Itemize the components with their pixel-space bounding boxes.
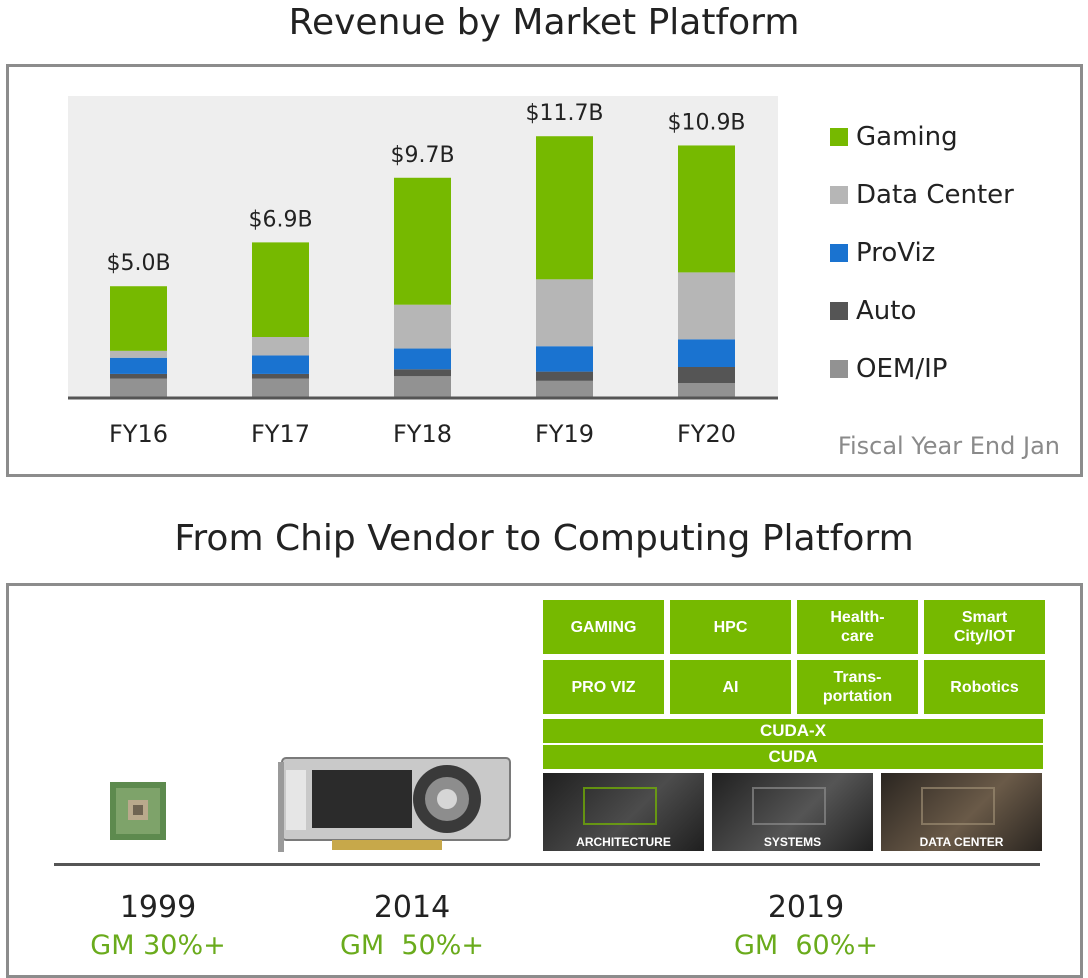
revenue-chart: $5.0B FY16 $6.9B FY17 $9.7B FY18 $11.7B FY19 $10… [68,96,778,448]
bar-segment-proviz-fy17 [252,355,309,374]
chart-title: Revenue by Market Platform [288,2,800,43]
bar-segment-data-center-fy19 [536,279,593,347]
total-label-fy20: $10.9B [667,110,745,135]
bar-segment-oem-ip-fy19 [536,380,593,397]
photo-systems: SYSTEMS [712,773,873,851]
platform-tile-ai: AI [670,660,791,714]
timeline-axis [54,863,1040,866]
platform-tile-label: HPC [713,618,748,636]
section-title: From Chip Vendor to Computing Platform [174,518,914,559]
legend-label: Gaming [856,122,958,152]
bar-segment-auto-fy17 [252,373,309,379]
bar-segment-auto-fy19 [536,371,593,381]
era-gross-margin-2019: GM 60%+ [733,930,879,961]
bar-segment-gaming-fy18 [394,177,451,305]
bar-segment-auto-fy18 [394,369,451,377]
bar-segment-gaming-fy16 [110,286,167,351]
legend-label: OEM/IP [856,354,948,384]
bar-segment-oem-ip-fy20 [678,383,735,397]
platform-tile-health-care: Health- care [797,600,918,654]
fiscal-year-note: Fiscal Year End Jan [837,432,1060,460]
platform-tile-label: Smart City/IOT [953,609,1016,645]
bar-segment-data-center-fy17 [252,337,309,356]
platform-tile-label: Trans- portation [822,669,893,705]
layer-cuda: CUDA [543,745,1043,769]
era-gross-margin-1999: GM 30%+ [90,930,226,961]
platform-tile-label: PRO VIZ [571,678,636,696]
photo-data-center: DATA CENTER [881,773,1042,851]
bar-segment-auto-fy16 [110,373,167,379]
photo-architecture: ARCHITECTURE [543,773,704,851]
bar-segment-gaming-fy20 [678,145,735,273]
graphics-card-icon [278,757,511,852]
platform-tile-trans-portation: Trans- portation [797,660,918,714]
total-label-fy18: $9.7B [390,143,454,168]
total-label-fy16: $5.0B [106,251,170,276]
bar-segment-gaming-fy19 [536,136,593,280]
bar-segment-data-center-fy16 [110,350,167,358]
photo-detail [921,787,995,825]
bar-segment-proviz-fy18 [394,348,451,370]
photo-caption: ARCHITECTURE [576,835,671,849]
platform-tile-label: GAMING [570,618,637,636]
total-label-fy19: $11.7B [525,101,603,126]
platform-tile-robotics: Robotics [924,660,1045,714]
total-label-fy17: $6.9B [248,207,312,232]
platform-tile-label: Robotics [950,678,1019,696]
chip-icon [110,782,166,840]
platform-tile-hpc: HPC [670,600,791,654]
era-year-1999: 1999 [119,890,197,925]
photo-detail [583,787,657,825]
platform-tile-label: Health- care [830,609,885,645]
photo-caption: DATA CENTER [919,835,1004,849]
platform-tile-gaming: GAMING [543,600,664,654]
x-tick-fy17: FY17 [251,420,310,448]
legend-swatch [830,302,848,320]
x-tick-fy18: FY18 [393,420,452,448]
legend-swatch [830,186,848,204]
legend-label: Auto [856,296,917,326]
bar-segment-auto-fy20 [678,367,735,384]
platform-tile-smart-city-iot: Smart City/IOT [924,600,1045,654]
era-year-2014: 2014 [373,890,451,925]
legend-swatch [830,244,848,262]
legend-swatch [830,360,848,378]
x-tick-fy16: FY16 [109,420,168,448]
bar-segment-proviz-fy20 [678,339,735,367]
x-tick-fy19: FY19 [535,420,594,448]
bar-segment-proviz-fy16 [110,357,167,374]
legend-swatch [830,128,848,146]
layer-cuda-x: CUDA-X [543,719,1043,743]
bar-segment-oem-ip-fy18 [394,376,451,397]
x-tick-fy20: FY20 [677,420,736,448]
bar-segment-oem-ip-fy16 [110,378,167,397]
photo-detail [752,787,826,825]
photo-caption: SYSTEMS [763,835,822,849]
legend-label: Data Center [856,180,1014,210]
bar-segment-oem-ip-fy17 [252,378,309,397]
era-gross-margin-2014: GM 50%+ [339,930,485,961]
bar-segment-gaming-fy17 [252,242,309,337]
era-year-2019: 2019 [767,890,845,925]
platform-tile-pro-viz: PRO VIZ [543,660,664,714]
legend-label: ProViz [856,238,936,268]
bar-segment-data-center-fy18 [394,304,451,349]
bar-segment-proviz-fy19 [536,346,593,372]
platform-tile-label: AI [722,678,739,696]
bar-segment-data-center-fy20 [678,272,735,340]
